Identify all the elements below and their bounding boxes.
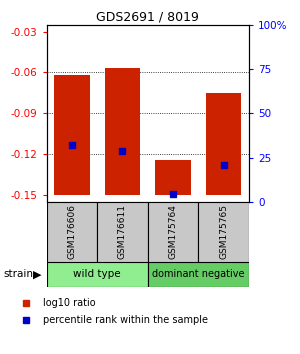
Text: log10 ratio: log10 ratio (43, 298, 95, 308)
Text: GSM176611: GSM176611 (118, 204, 127, 259)
Text: GSM175765: GSM175765 (219, 204, 228, 259)
Text: strain: strain (3, 269, 33, 279)
Bar (97, 202, 148, 262)
Bar (155, 160, 191, 195)
Bar (148, 262, 249, 287)
Bar (54, 75, 89, 195)
Text: percentile rank within the sample: percentile rank within the sample (43, 315, 208, 325)
Text: wild type: wild type (73, 269, 121, 279)
Bar (206, 93, 242, 195)
Text: GSM176606: GSM176606 (67, 204, 76, 259)
Bar (148, 202, 198, 262)
Text: ▶: ▶ (33, 269, 41, 279)
Bar (46, 262, 148, 287)
Bar (105, 68, 140, 195)
Bar (198, 202, 249, 262)
Title: GDS2691 / 8019: GDS2691 / 8019 (96, 11, 199, 24)
Bar (46, 202, 97, 262)
Text: GSM175764: GSM175764 (169, 204, 178, 259)
Text: dominant negative: dominant negative (152, 269, 244, 279)
